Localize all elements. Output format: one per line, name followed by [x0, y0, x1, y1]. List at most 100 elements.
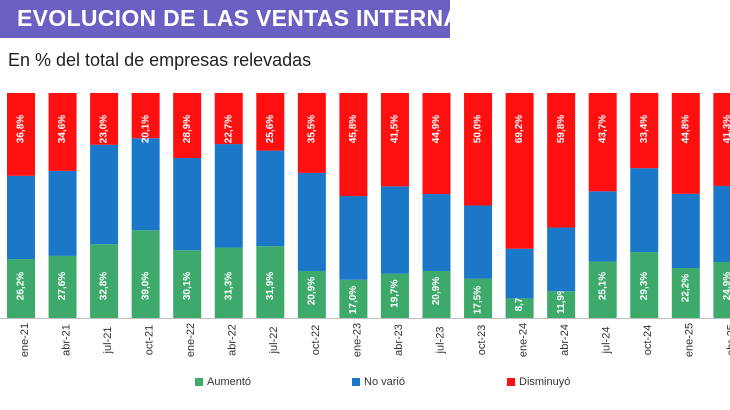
bar-no-vario-jul-24	[588, 191, 617, 262]
bar-aumento-jul-21	[90, 244, 119, 318]
x-tick-label-ene-23: ene-23	[351, 323, 363, 357]
data-label-aumento-ene-24: 8,7%	[514, 288, 525, 311]
data-label-aumento-abr-23: 19,7%	[390, 279, 401, 307]
data-label-aumento-oct-21: 39,0%	[140, 272, 151, 300]
data-label-aumento-jul-23: 20,9%	[431, 277, 442, 305]
data-label-aumento-jul-21: 32,8%	[99, 272, 110, 300]
legend-swatch-aumento	[195, 378, 203, 386]
data-label-aumento-ene-23: 17,0%	[348, 286, 359, 314]
data-label-disminuyo-ene-25: 44,8%	[680, 115, 691, 143]
x-tick-label-oct-21: oct-21	[144, 325, 156, 356]
data-label-aumento-abr-22: 31,3%	[223, 272, 234, 300]
x-tick-label-jul-22: jul-22	[268, 327, 280, 355]
bar-disminuyo-ene-22	[173, 93, 202, 159]
bar-disminuyo-ene-21	[7, 93, 35, 176]
bar-no-vario-ene-21	[7, 175, 35, 260]
title-bar: EVOLUCION DE LAS VENTAS INTERNAS	[0, 0, 476, 38]
bar-no-vario-jul-22	[256, 150, 285, 247]
data-label-aumento-abr-25: 24,9%	[722, 272, 730, 300]
bar-no-vario-abr-21	[48, 170, 77, 256]
legend-swatch-no-vario	[352, 378, 360, 386]
data-label-disminuyo-oct-23: 50,0%	[473, 115, 484, 143]
bar-aumento-jul-22	[256, 246, 285, 318]
bar-disminuyo-oct-24	[630, 93, 659, 169]
x-tick-label-oct-24: oct-24	[642, 325, 654, 356]
bar-no-vario-ene-24	[505, 248, 534, 299]
data-label-aumento-abr-24: 11,9%	[556, 286, 567, 314]
bar-disminuyo-oct-22	[297, 93, 326, 173]
data-label-disminuyo-ene-21: 36,8%	[16, 115, 27, 143]
bar-disminuyo-abr-22	[214, 93, 243, 145]
data-label-disminuyo-abr-22: 22,7%	[223, 115, 234, 143]
legend-label-no-vario: No varió	[364, 376, 405, 388]
data-label-aumento-jul-24: 25,1%	[597, 272, 608, 300]
data-label-disminuyo-abr-24: 59,8%	[556, 115, 567, 143]
x-tick-label-jul-24: jul-24	[601, 327, 613, 355]
x-tick-label-ene-22: ene-22	[185, 323, 197, 357]
bar-aumento-ene-22	[173, 250, 202, 318]
x-tick-label-abr-23: abr-23	[393, 324, 405, 356]
data-label-disminuyo-jul-24: 43,7%	[597, 115, 608, 143]
x-tick-label-jul-21: jul-21	[102, 327, 114, 355]
bar-disminuyo-jul-24	[588, 93, 617, 192]
bar-disminuyo-jul-23	[422, 93, 451, 195]
data-label-disminuyo-ene-23: 45,8%	[348, 115, 359, 143]
data-label-disminuyo-oct-21: 20,1%	[140, 115, 151, 143]
x-tick-label-abr-25: abr-25	[725, 324, 730, 356]
bar-no-vario-jul-21	[90, 144, 119, 245]
legend-label-aumento: Aumentó	[207, 376, 252, 388]
x-tick-label-abr-24: abr-24	[559, 324, 571, 356]
bar-disminuyo-abr-23	[380, 93, 409, 187]
bar-aumento-abr-24	[547, 291, 576, 318]
bar-aumento-ene-23	[339, 279, 368, 318]
x-tick-label-abr-22: abr-22	[227, 324, 239, 356]
chart-subtitle: En % del total de empresas relevadas	[8, 50, 312, 70]
bar-no-vario-oct-21	[131, 138, 160, 231]
legend-swatch-disminuyo	[507, 378, 515, 386]
legend-item-aumento: Aumentó	[195, 376, 251, 388]
x-tick-label-ene-25: ene-25	[684, 323, 696, 357]
bar-disminuyo-oct-23	[464, 93, 493, 206]
data-label-aumento-ene-22: 30,1%	[182, 272, 193, 300]
bar-no-vario-abr-24	[547, 227, 576, 292]
data-label-aumento-jul-22: 31,9%	[265, 272, 276, 300]
bar-disminuyo-ene-23	[339, 93, 368, 197]
bar-disminuyo-oct-21	[131, 93, 160, 139]
bar-aumento-ene-21	[7, 259, 35, 318]
x-tick-label-ene-21: ene-21	[19, 323, 31, 357]
bar-no-vario-abr-23	[380, 186, 409, 274]
bar-no-vario-abr-22	[214, 144, 243, 248]
data-label-aumento-ene-25: 22,2%	[680, 274, 691, 302]
chart-title: EVOLUCION DE LAS VENTAS INTERNAS	[17, 5, 476, 31]
data-label-disminuyo-ene-22: 28,9%	[182, 115, 193, 143]
data-label-disminuyo-jul-21: 23,0%	[99, 115, 110, 143]
bar-aumento-abr-23	[380, 273, 409, 318]
bar-no-vario-oct-23	[464, 205, 493, 279]
legend-item-disminuyo: Disminuyó	[507, 376, 570, 388]
bar-aumento-oct-22	[297, 270, 326, 318]
data-label-aumento-ene-21: 26,2%	[16, 272, 27, 300]
x-tick-label-ene-24: ene-24	[518, 323, 530, 357]
data-label-aumento-abr-21: 27,6%	[57, 272, 68, 300]
bar-disminuyo-abr-25	[713, 93, 730, 186]
bar-disminuyo-jul-22	[256, 93, 285, 151]
data-label-disminuyo-abr-21: 34,6%	[57, 115, 68, 143]
data-label-disminuyo-jul-23: 44,9%	[431, 115, 442, 143]
x-tick-label-jul-23: jul-23	[434, 327, 446, 355]
data-label-disminuyo-ene-24: 69,2%	[514, 115, 525, 143]
x-tick-label-abr-21: abr-21	[60, 324, 72, 356]
bar-disminuyo-abr-24	[547, 93, 576, 228]
bar-no-vario-ene-25	[671, 193, 700, 269]
chart-legend: Aumentó No varió Disminuyó	[0, 376, 730, 396]
legend-item-no-vario: No varió	[352, 376, 405, 388]
data-label-disminuyo-oct-24: 33,4%	[639, 115, 650, 143]
legend-label-disminuyo: Disminuyó	[519, 376, 571, 388]
bar-no-vario-abr-25	[713, 185, 730, 262]
bar-aumento-abr-25	[713, 261, 730, 318]
data-label-aumento-oct-22: 20,9%	[306, 277, 317, 305]
bar-disminuyo-abr-21	[48, 93, 77, 171]
bar-aumento-abr-22	[214, 247, 243, 318]
data-label-aumento-oct-23: 17,5%	[473, 286, 484, 314]
bar-aumento-oct-21	[131, 230, 160, 318]
bar-aumento-oct-23	[464, 278, 493, 318]
